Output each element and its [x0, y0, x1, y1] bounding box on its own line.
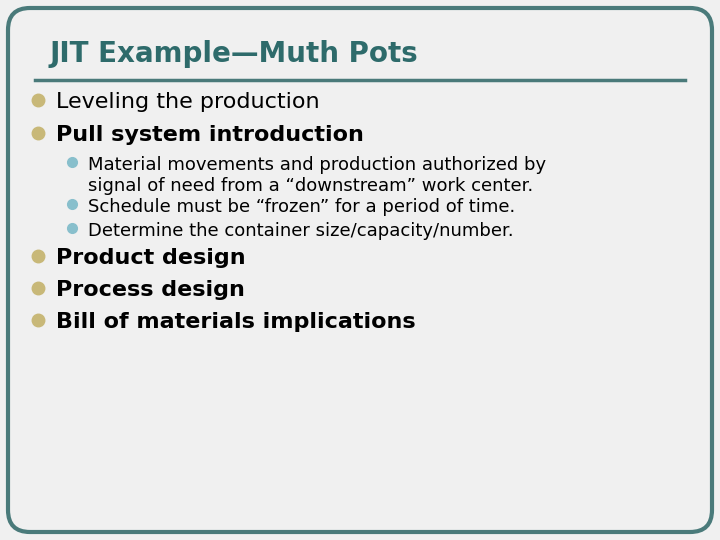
Text: Process design: Process design: [56, 280, 245, 300]
Text: Leveling the production: Leveling the production: [56, 92, 320, 112]
Text: signal of need from a “downstream” work center.: signal of need from a “downstream” work …: [88, 177, 534, 195]
Text: Pull system introduction: Pull system introduction: [56, 125, 364, 145]
Text: Material movements and production authorized by: Material movements and production author…: [88, 156, 546, 174]
FancyBboxPatch shape: [8, 8, 712, 532]
Text: Schedule must be “frozen” for a period of time.: Schedule must be “frozen” for a period o…: [88, 198, 516, 216]
Text: Determine the container size/capacity/number.: Determine the container size/capacity/nu…: [88, 222, 513, 240]
Text: Product design: Product design: [56, 248, 246, 268]
Text: Bill of materials implications: Bill of materials implications: [56, 312, 415, 332]
Text: JIT Example—Muth Pots: JIT Example—Muth Pots: [50, 40, 419, 68]
